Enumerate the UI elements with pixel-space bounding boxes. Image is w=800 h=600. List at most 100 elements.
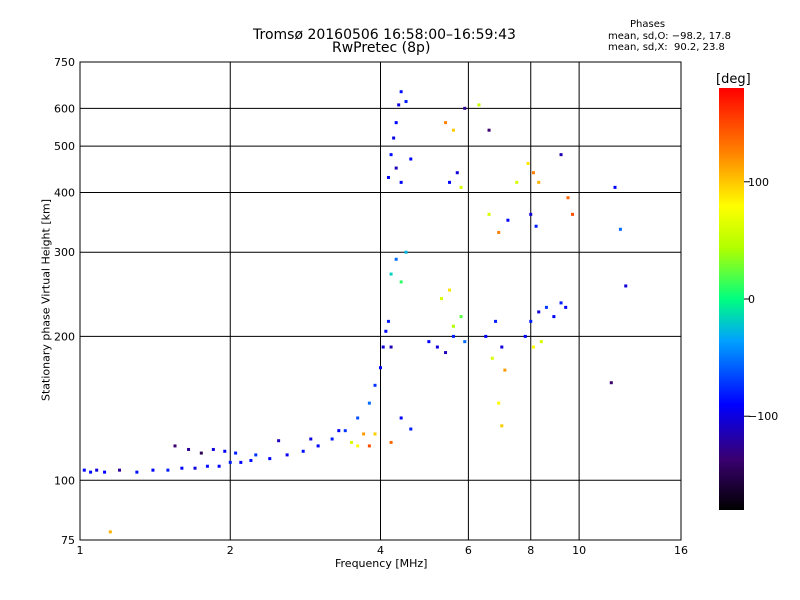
data-point (539, 340, 543, 344)
data-point (404, 250, 408, 254)
data-point (89, 470, 93, 474)
data-point (444, 351, 448, 355)
colorbar-tick-label: 100 (748, 176, 769, 189)
data-point (500, 424, 504, 428)
data-point (373, 432, 377, 436)
y-tick-labels: 75 100 200 300 400 500 600 750 (54, 56, 75, 547)
data-point (624, 284, 628, 288)
data-point (384, 329, 388, 333)
data-point (487, 128, 491, 132)
data-point (373, 383, 377, 387)
x-axis-label: Frequency [MHz] (335, 557, 428, 570)
data-point (135, 470, 139, 474)
data-point (118, 468, 122, 472)
data-point (435, 345, 439, 349)
x-tick-label: 2 (227, 544, 234, 557)
data-point (249, 458, 253, 462)
data-point (389, 345, 393, 349)
data-point (477, 103, 481, 107)
data-point (451, 128, 455, 132)
colorbar-label: [deg] (716, 72, 751, 87)
data-point (497, 401, 501, 405)
data-point (613, 185, 617, 189)
data-point (379, 366, 382, 370)
y-tick-label: 200 (54, 330, 75, 343)
data-point (234, 451, 238, 455)
data-point (399, 180, 403, 184)
data-point (531, 345, 535, 349)
x-tick-label: 10 (572, 544, 586, 557)
data-point (490, 356, 494, 360)
y-tick-label: 600 (54, 102, 75, 115)
data-point (531, 171, 535, 175)
data-point (427, 340, 431, 344)
data-point (552, 315, 556, 319)
y-tick-label: 400 (54, 186, 75, 199)
data-point (618, 227, 622, 231)
data-point (367, 401, 371, 405)
data-point (399, 416, 403, 420)
grid-lines (80, 62, 681, 540)
data-point (394, 121, 398, 125)
data-point (497, 230, 501, 234)
data-point (350, 440, 354, 444)
plot-frame (79, 61, 682, 541)
colorbar-tick-label: −100 (748, 410, 778, 423)
data-point (529, 212, 533, 216)
x-tick-label: 6 (465, 544, 472, 557)
data-point (463, 106, 467, 110)
x-tick-label: 8 (527, 544, 534, 557)
data-point (459, 315, 463, 319)
data-point (367, 444, 371, 448)
data-point (529, 319, 533, 323)
data-point (193, 466, 197, 470)
data-point (337, 429, 341, 433)
data-point (566, 196, 570, 200)
data-point (223, 449, 227, 453)
data-point (571, 212, 575, 216)
data-point (559, 301, 563, 305)
data-point (399, 280, 403, 284)
data-point (564, 305, 568, 309)
data-point (343, 429, 347, 433)
data-point (444, 121, 448, 125)
colorbar-tick-label: 0 (748, 293, 755, 306)
data-point (448, 180, 452, 184)
data-point (394, 166, 398, 170)
data-point (82, 468, 86, 472)
y-tick-label: 750 (54, 56, 75, 69)
x-tick-labels: 1 2 4 6 8 10 16 (77, 544, 689, 557)
phases-o-mode-stats: mean, sd,O: −98.2, 17.8 (608, 31, 731, 42)
data-point (205, 464, 209, 468)
data-point (397, 103, 401, 107)
data-point (285, 453, 289, 457)
data-point (455, 171, 459, 175)
data-point (301, 449, 305, 453)
data-point (394, 257, 398, 261)
y-tick-label: 300 (54, 246, 75, 259)
colorbar (719, 88, 744, 510)
data-point (559, 153, 563, 157)
data-point (500, 345, 504, 349)
data-point (409, 427, 413, 431)
data-point (356, 444, 360, 448)
data-point (484, 334, 488, 338)
data-point (506, 218, 510, 222)
data-point (609, 381, 613, 385)
phases-title: Phases (630, 19, 666, 30)
data-point (386, 319, 390, 323)
data-point (381, 345, 385, 349)
data-point (503, 368, 507, 372)
data-point (451, 334, 455, 338)
data-point (523, 334, 527, 338)
data-point (309, 437, 313, 441)
data-point (515, 180, 519, 184)
data-point (173, 444, 177, 448)
y-tick-label: 500 (54, 140, 75, 153)
x-tick-label: 1 (77, 544, 84, 557)
data-point (103, 470, 107, 474)
data-point (277, 439, 281, 443)
data-point (448, 288, 452, 292)
data-point (254, 453, 258, 457)
